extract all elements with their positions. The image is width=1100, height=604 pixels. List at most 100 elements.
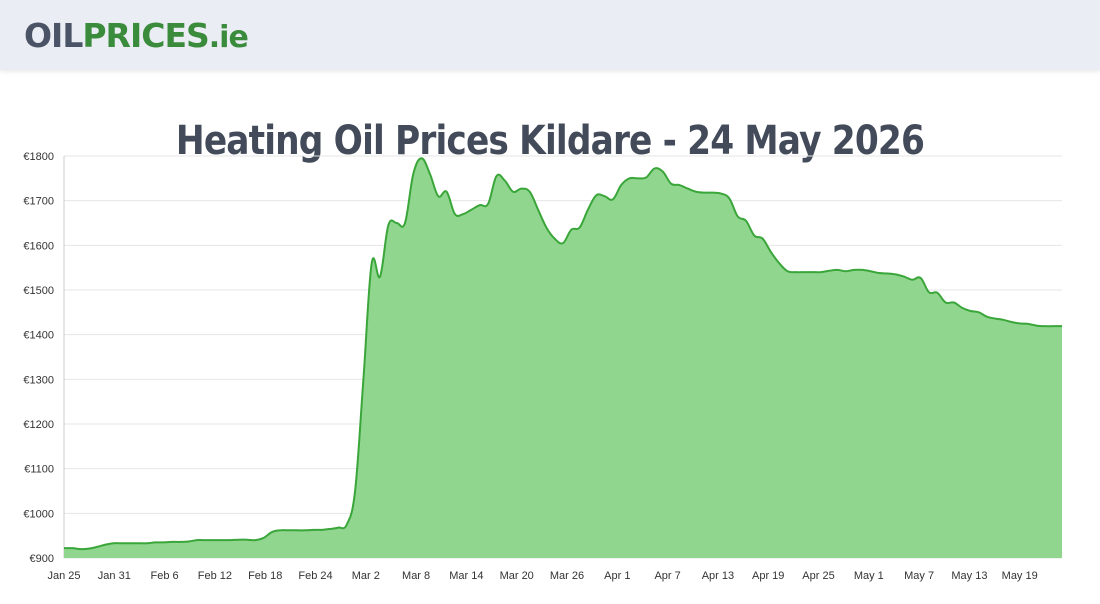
data-point[interactable] [485, 201, 491, 207]
data-point[interactable] [385, 222, 391, 228]
data-point[interactable] [152, 539, 158, 545]
data-point[interactable] [768, 249, 774, 255]
data-point[interactable] [776, 260, 782, 266]
data-point[interactable] [402, 220, 408, 226]
data-point[interactable] [518, 186, 524, 192]
data-point[interactable] [410, 171, 416, 177]
data-point[interactable] [236, 537, 242, 543]
data-point[interactable] [718, 191, 724, 197]
data-point[interactable] [78, 546, 84, 552]
data-point[interactable] [161, 539, 167, 545]
data-point[interactable] [992, 316, 998, 322]
data-point[interactable] [169, 539, 175, 545]
data-point[interactable] [959, 305, 965, 311]
data-point[interactable] [1001, 317, 1007, 323]
data-point[interactable] [202, 537, 208, 543]
data-point[interactable] [177, 539, 183, 545]
data-point[interactable] [635, 175, 641, 181]
data-point[interactable] [261, 535, 267, 541]
data-point[interactable] [1059, 323, 1065, 329]
data-point[interactable] [859, 267, 865, 273]
data-point[interactable] [934, 290, 940, 296]
data-point[interactable] [352, 488, 358, 494]
data-point[interactable] [760, 236, 766, 242]
data-point[interactable] [252, 537, 258, 543]
data-point[interactable] [943, 300, 949, 306]
data-point[interactable] [369, 260, 375, 266]
data-point[interactable] [876, 270, 882, 276]
data-point[interactable] [851, 267, 857, 273]
data-point[interactable] [701, 190, 707, 196]
data-point[interactable] [452, 211, 458, 217]
data-point[interactable] [244, 537, 250, 543]
data-point[interactable] [111, 540, 117, 546]
data-point[interactable] [660, 169, 666, 175]
data-point[interactable] [103, 542, 109, 548]
data-point[interactable] [710, 190, 716, 196]
data-point[interactable] [319, 527, 325, 533]
data-point[interactable] [901, 274, 907, 280]
data-point[interactable] [377, 274, 383, 280]
data-point[interactable] [984, 314, 990, 320]
data-point[interactable] [186, 538, 192, 544]
data-point[interactable] [69, 545, 75, 551]
data-point[interactable] [311, 527, 317, 533]
data-point[interactable] [535, 207, 541, 213]
data-point[interactable] [552, 236, 558, 242]
data-point[interactable] [676, 182, 682, 188]
data-point[interactable] [951, 300, 957, 306]
data-point[interactable] [194, 537, 200, 543]
data-point[interactable] [1051, 323, 1057, 329]
data-point[interactable] [909, 277, 915, 283]
data-point[interactable] [893, 271, 899, 277]
data-point[interactable] [294, 527, 300, 533]
data-point[interactable] [918, 275, 924, 281]
data-point[interactable] [785, 268, 791, 274]
data-point[interactable] [868, 268, 874, 274]
data-point[interactable] [618, 182, 624, 188]
data-point[interactable] [1017, 321, 1023, 327]
site-logo[interactable]: OILPRICES.ie [24, 18, 249, 56]
data-point[interactable] [119, 540, 125, 546]
data-point[interactable] [502, 178, 508, 184]
data-point[interactable] [435, 193, 441, 199]
data-point[interactable] [627, 175, 633, 181]
data-point[interactable] [926, 289, 932, 295]
data-point[interactable] [585, 207, 591, 213]
data-point[interactable] [834, 267, 840, 273]
data-point[interactable] [568, 227, 574, 233]
data-point[interactable] [743, 218, 749, 224]
data-point[interactable] [577, 224, 583, 230]
data-point[interactable] [643, 174, 649, 180]
data-point[interactable] [136, 540, 142, 546]
data-point[interactable] [818, 269, 824, 275]
data-point[interactable] [843, 268, 849, 274]
data-point[interactable] [976, 309, 982, 315]
data-point[interactable] [751, 233, 757, 239]
data-point[interactable] [1009, 319, 1015, 325]
data-point[interactable] [593, 192, 599, 198]
data-point[interactable] [94, 544, 100, 550]
data-point[interactable] [560, 240, 566, 246]
data-point[interactable] [543, 224, 549, 230]
data-point[interactable] [394, 220, 400, 226]
data-point[interactable] [610, 196, 616, 202]
data-point[interactable] [510, 189, 516, 195]
data-point[interactable] [277, 527, 283, 533]
data-point[interactable] [685, 186, 691, 192]
data-point[interactable] [1034, 323, 1040, 329]
data-point[interactable] [884, 270, 890, 276]
data-point[interactable] [61, 545, 67, 551]
data-point[interactable] [1026, 321, 1032, 327]
data-point[interactable] [144, 540, 150, 546]
data-point[interactable] [801, 269, 807, 275]
data-point[interactable] [335, 525, 341, 531]
data-point[interactable] [826, 268, 832, 274]
data-point[interactable] [444, 189, 450, 195]
data-point[interactable] [693, 189, 699, 195]
data-point[interactable] [477, 202, 483, 208]
data-point[interactable] [427, 171, 433, 177]
data-point[interactable] [726, 195, 732, 201]
data-point[interactable] [668, 181, 674, 187]
data-point[interactable] [360, 376, 366, 382]
